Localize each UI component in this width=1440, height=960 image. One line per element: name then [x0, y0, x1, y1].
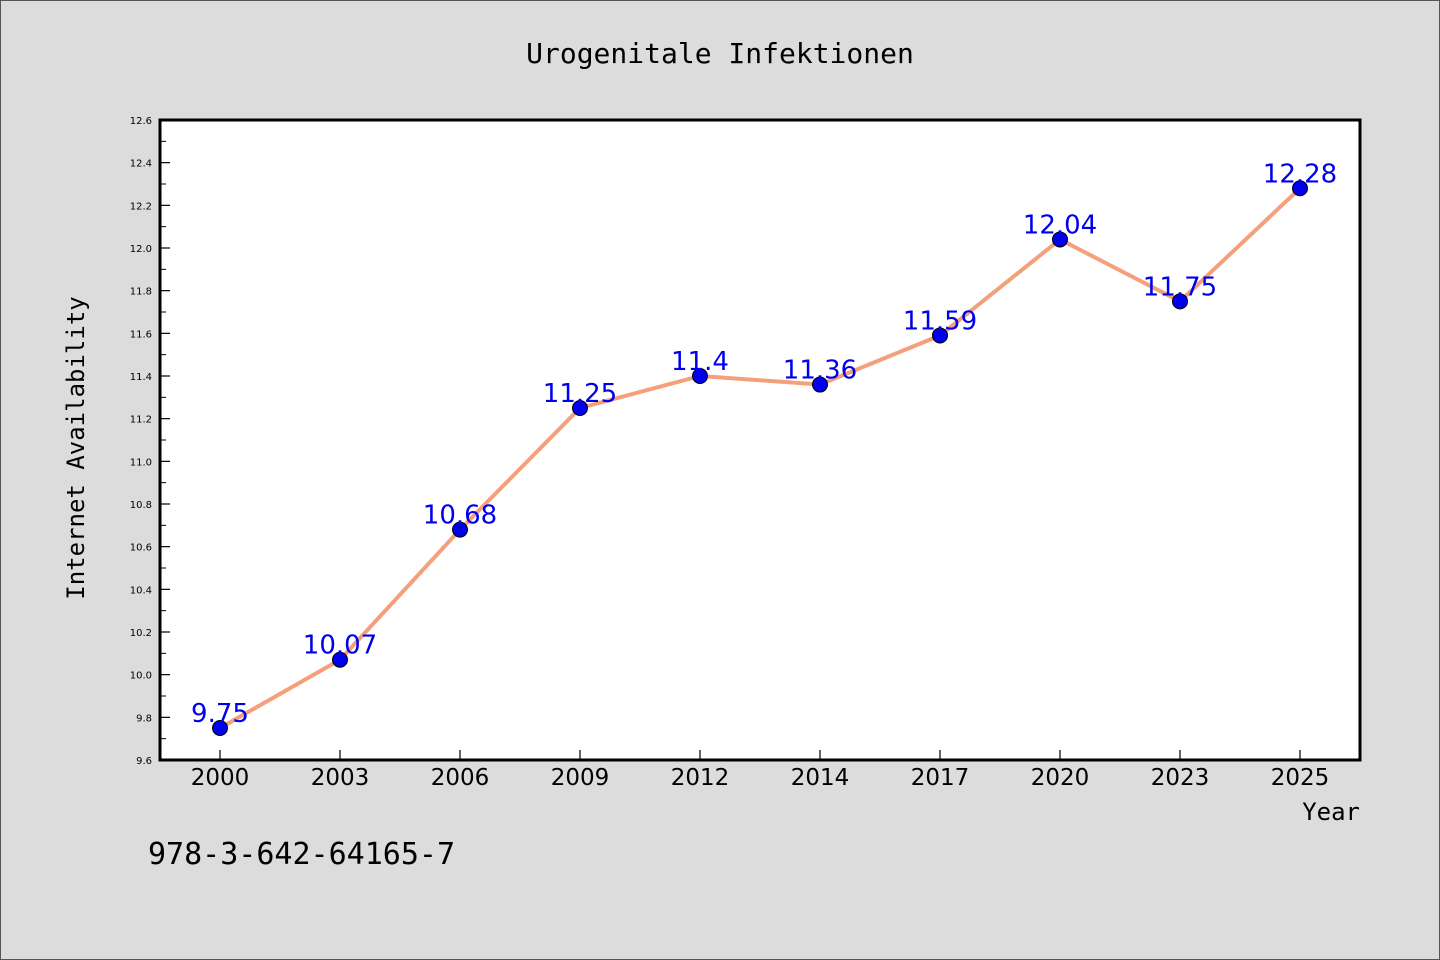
plot-area [158, 118, 1362, 762]
data-point [1052, 231, 1068, 248]
data-label: 9.75 [191, 699, 249, 729]
series-line-group: 9.75 10.07 10.68 11.25 11.4 11.36 11.59 12.04 11… [191, 159, 1337, 736]
x-tick-label: 2025 [1271, 765, 1330, 791]
data-point [932, 327, 948, 344]
data-point [812, 376, 828, 393]
y-tick-label: 11.0 [130, 457, 152, 468]
x-tick-label: 2006 [431, 765, 490, 791]
data-label: 11.36 [783, 356, 857, 386]
data-point [332, 651, 348, 668]
data-point [572, 400, 588, 416]
y-tick-label: 9.8 [136, 713, 152, 724]
data-label: 10.07 [303, 631, 377, 661]
footer-code: 978-3-642-64165-7 [148, 837, 455, 872]
y-tick-label: 10.0 [130, 671, 152, 682]
y-tick-label: 10.4 [130, 585, 152, 596]
data-point [1292, 180, 1308, 197]
y-tick-label: 12.2 [130, 201, 152, 212]
y-tick-label: 11.2 [130, 415, 152, 426]
x-axis: 2000 2003 2006 2009 2012 2014 2017 2020 2023 2025 [191, 750, 1330, 791]
y-tick-label: 11.8 [130, 287, 152, 298]
x-tick-label: 2017 [911, 765, 970, 791]
y-tick-label: 11.4 [130, 372, 152, 383]
y-axis: 9.6 9.8 10.0 10.2 10.4 10.6 10.8 11.0 11.2 11.4 11… [130, 116, 170, 767]
data-point [1172, 293, 1188, 310]
x-tick-label: 2003 [311, 765, 370, 791]
y-axis-title: Internet Availability [62, 296, 90, 599]
y-tick-label: 12.6 [130, 116, 152, 127]
data-point [692, 368, 708, 384]
y-tick-label: 12.4 [130, 159, 152, 170]
data-label: 11.4 [671, 347, 729, 377]
x-axis-title: Year [1302, 798, 1360, 826]
series-line [218, 186, 1302, 730]
y-tick-label: 10.6 [130, 543, 152, 554]
x-tick-label: 2009 [551, 765, 610, 791]
chart-title: Urogenitale Infektionen [526, 37, 914, 70]
x-tick-label: 2020 [1031, 765, 1090, 791]
y-tick-label: 9.6 [136, 756, 152, 767]
x-tick-label: 2014 [791, 765, 850, 791]
x-tick-label: 2012 [671, 765, 730, 791]
y-tick-label: 10.2 [130, 628, 152, 639]
data-point [452, 521, 468, 538]
y-tick-label: 10.8 [130, 500, 152, 511]
data-label: 12.04 [1023, 210, 1097, 240]
data-label: 12.28 [1263, 159, 1337, 189]
data-label: 11.25 [543, 379, 617, 409]
y-tick-label: 11.6 [130, 329, 152, 340]
data-label: 10.68 [423, 501, 497, 531]
data-label: 11.59 [903, 306, 977, 336]
x-tick-label: 2023 [1151, 765, 1210, 791]
y-tick-label: 12.0 [130, 244, 152, 255]
x-tick-label: 2000 [191, 765, 250, 791]
data-label: 11.75 [1143, 272, 1217, 302]
data-point [212, 720, 228, 736]
